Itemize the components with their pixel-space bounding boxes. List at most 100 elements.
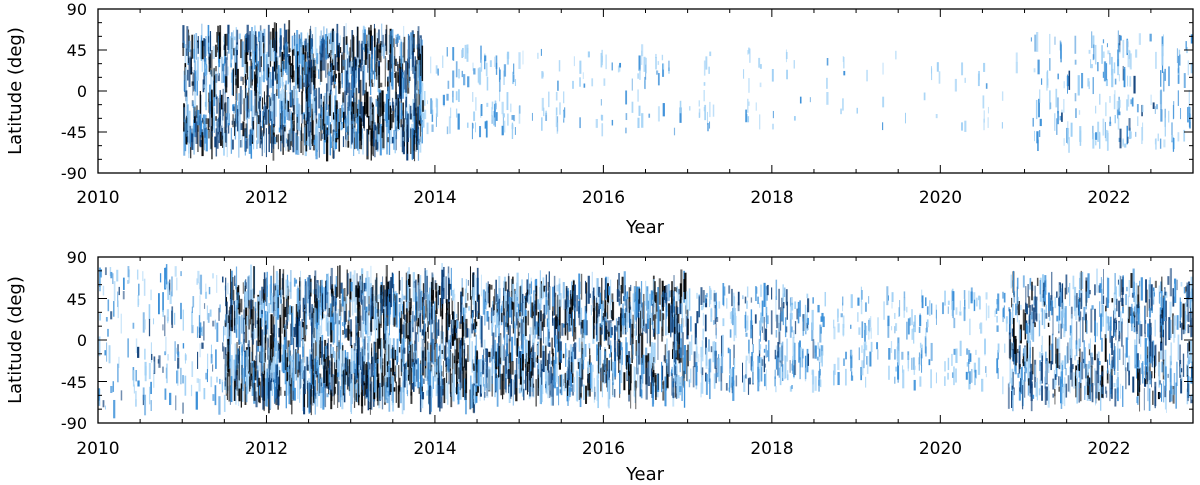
heatmap-cell	[274, 136, 277, 145]
heatmap-cell	[151, 353, 153, 360]
heatmap-cell	[635, 339, 638, 356]
heatmap-cell	[442, 331, 444, 360]
heatmap-cell	[1136, 104, 1139, 113]
heatmap-cell	[1054, 36, 1056, 45]
heatmap-cell	[1117, 59, 1120, 76]
heatmap-cell	[634, 367, 636, 398]
heatmap-cell	[675, 342, 677, 358]
heatmap-cell	[637, 117, 640, 129]
heatmap-cell	[868, 318, 871, 333]
heatmap-cell	[416, 301, 418, 327]
heatmap-cell	[702, 302, 704, 309]
heatmap-cell	[283, 125, 285, 148]
heatmap-cell	[419, 312, 422, 333]
heatmap-cell	[362, 355, 364, 390]
heatmap-cell	[435, 283, 438, 298]
heatmap-cell	[248, 108, 250, 119]
heatmap-cell	[367, 68, 370, 80]
heatmap-cell	[144, 319, 146, 330]
heatmap-cell	[698, 100, 700, 107]
heatmap-cell	[325, 356, 328, 377]
heatmap-cell	[196, 105, 198, 118]
heatmap-cell	[430, 98, 433, 114]
heatmap-cell	[778, 347, 781, 363]
heatmap-cell	[544, 359, 547, 379]
heatmap-cell	[534, 279, 536, 292]
heatmap-cell	[550, 366, 552, 397]
heatmap-cell	[362, 338, 366, 374]
heatmap-cell	[625, 127, 627, 134]
heatmap-cell	[496, 343, 499, 367]
heatmap-cell	[295, 90, 298, 115]
heatmap-cell	[931, 68, 933, 81]
heatmap-cell	[198, 378, 201, 392]
heatmap-cell	[350, 61, 352, 75]
heatmap-cell	[356, 35, 358, 67]
heatmap-cell	[775, 355, 778, 370]
heatmap-cell	[432, 305, 435, 334]
heatmap-cell	[286, 99, 289, 121]
heatmap-cell	[778, 288, 780, 310]
heatmap-cell	[1162, 71, 1165, 92]
heatmap-cell	[224, 91, 226, 113]
heatmap-cell	[242, 121, 245, 137]
heatmap-cell	[520, 319, 523, 349]
heatmap-cell	[746, 320, 748, 332]
heatmap-cell	[720, 335, 723, 357]
heatmap-cell	[817, 342, 820, 350]
heatmap-cell	[684, 299, 687, 327]
heatmap-cell	[609, 353, 611, 358]
heatmap-cell	[1126, 99, 1128, 111]
heatmap-cell	[1130, 99, 1133, 105]
heatmap-cell	[443, 276, 446, 288]
heatmap-cell	[257, 86, 259, 111]
heatmap-cell	[331, 76, 334, 82]
heatmap-cell	[564, 372, 567, 383]
heatmap-cell	[142, 271, 144, 282]
heatmap-cell	[964, 77, 966, 83]
heatmap-cell	[565, 321, 567, 333]
heatmap-cell	[201, 342, 204, 349]
heatmap-cell	[593, 325, 596, 330]
heatmap-cell	[680, 326, 682, 341]
heatmap-cell	[386, 120, 388, 155]
heatmap-cell	[443, 377, 446, 404]
heatmap-cell	[206, 305, 209, 320]
heatmap-cell	[407, 299, 409, 313]
heatmap-cell	[427, 341, 429, 350]
heatmap-cell	[261, 138, 263, 144]
heatmap-cell	[184, 119, 187, 152]
heatmap-cell	[704, 104, 707, 121]
heatmap-cell	[552, 376, 554, 406]
heatmap-cell	[230, 127, 233, 154]
heatmap-cell	[328, 387, 330, 395]
heatmap-cell	[296, 116, 298, 151]
heatmap-cell	[401, 310, 403, 335]
heatmap-cell	[472, 92, 474, 102]
heatmap-cell	[413, 37, 415, 49]
heatmap-cell	[368, 115, 370, 135]
heatmap-cell	[235, 389, 237, 405]
heatmap-cell	[249, 346, 251, 375]
heatmap-cell	[379, 102, 381, 128]
heatmap-cell	[532, 315, 536, 343]
heatmap-cell	[576, 295, 579, 312]
heatmap-cell	[329, 303, 332, 335]
heatmap-cell	[305, 281, 307, 314]
heatmap-cell	[331, 373, 334, 397]
heatmap-cell	[132, 370, 135, 387]
heatmap-cell	[333, 300, 336, 325]
heatmap-cell	[330, 75, 333, 86]
heatmap-cell	[789, 360, 791, 373]
heatmap-cell	[376, 139, 379, 150]
heatmap-cell	[216, 376, 218, 383]
heatmap-cell	[276, 364, 279, 399]
heatmap-cell	[313, 343, 315, 372]
heatmap-cell	[376, 38, 379, 59]
heatmap-cell	[338, 42, 341, 58]
heatmap-cell	[640, 389, 643, 399]
heatmap-cell	[797, 307, 800, 313]
heatmap-cell	[1119, 128, 1122, 149]
heatmap-cell	[311, 331, 313, 361]
heatmap-cell	[164, 315, 166, 337]
